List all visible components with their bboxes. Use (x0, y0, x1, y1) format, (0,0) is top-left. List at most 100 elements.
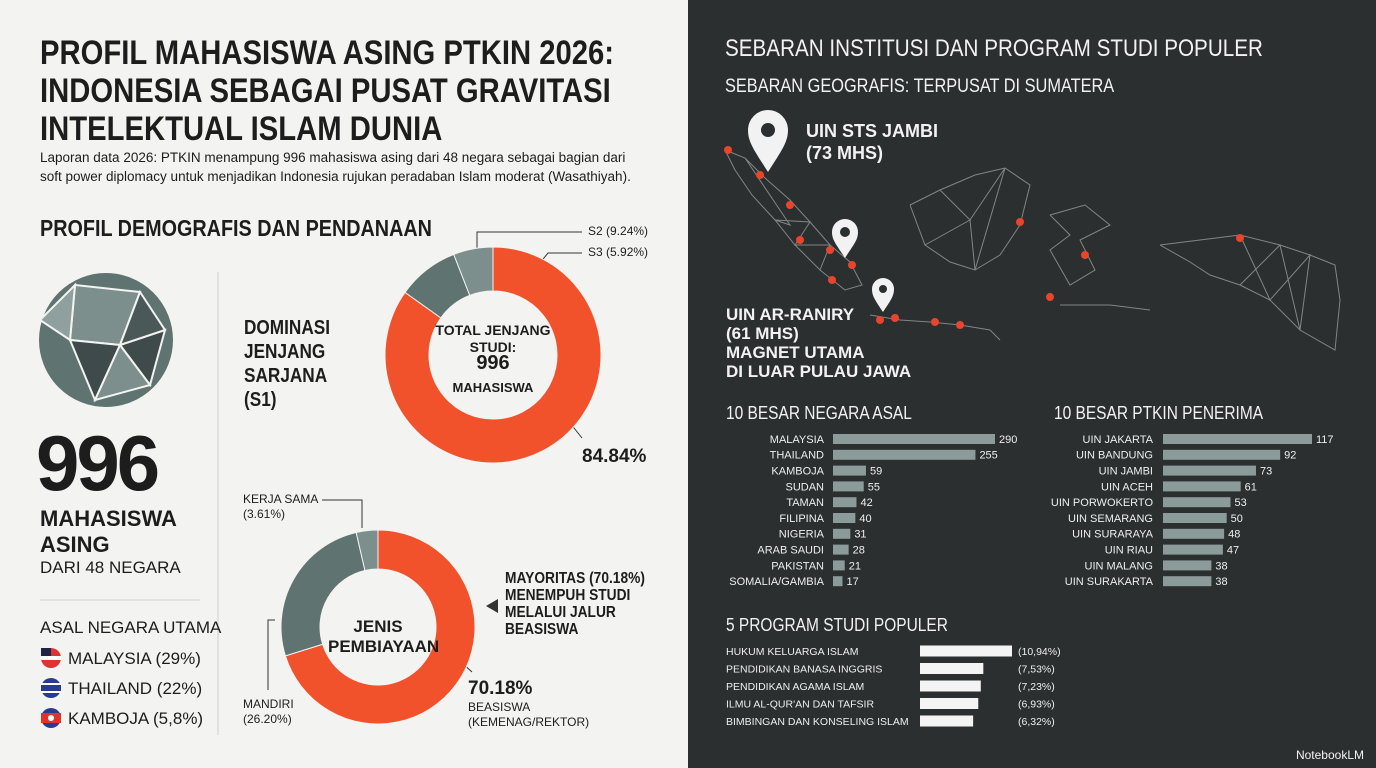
bar (833, 449, 976, 460)
bar-label: HUKUM KELUARGA ISLAM (726, 646, 858, 658)
value-label: 255 (979, 450, 997, 462)
bar (1163, 481, 1241, 492)
value-label: 42 (860, 497, 872, 509)
bar-label: UIN RIAU (1105, 545, 1153, 557)
bar-label: ARAB SAUDI (757, 545, 824, 557)
donut-center-text: MAHASISWA (452, 380, 534, 396)
bar-label: UIN PORWOKERTO (1051, 497, 1154, 509)
map-callout: UIN STS JAMBI (73 MHS) (806, 120, 938, 164)
donut-annotation: MAYORITAS (70.18%) MENEMPUH STUDI MELALU… (505, 570, 645, 638)
value-label: 53 (1234, 497, 1246, 509)
countries-note: DARI 48 NEGARA (40, 558, 181, 577)
bar (1163, 560, 1212, 571)
donut-label: MANDIRI (26.20%) (243, 697, 294, 726)
value-label: 28 (853, 545, 865, 557)
panel-heading: SEBARAN INSTITUSI DAN PROGRAM STUDI POPU… (725, 35, 1263, 62)
bar (1163, 513, 1227, 523)
globe-icon (37, 271, 175, 409)
origin-item: KAMBOJA (5,8%) (68, 709, 204, 728)
bar-label: SOMALIA/GAMBIA (729, 576, 824, 588)
bar (833, 481, 864, 492)
bar-label: KAMBOJA (771, 466, 824, 478)
bar (920, 698, 979, 709)
bar-label: UIN SURARAYA (1072, 529, 1154, 541)
bar-label: NIGERIA (779, 529, 825, 541)
map (724, 149, 1341, 351)
description: Laporan data 2026: PTKIN menampung 996 m… (40, 150, 631, 184)
value-label: 50 (1231, 513, 1243, 525)
donut-annotation: DOMINASI JENJANG SARJANA (S1) (244, 317, 330, 411)
bar-label: MALAYSIA (770, 434, 825, 446)
map-dots (724, 146, 1244, 329)
bar (833, 465, 866, 476)
bar (920, 663, 984, 674)
value-label: 117 (1316, 434, 1334, 446)
donut-segment (284, 529, 476, 725)
title-line: INTELEKTUAL ISLAM DUNIA (40, 110, 443, 148)
arrow (486, 599, 498, 613)
total-number: 996 (36, 419, 160, 507)
title-line: INDONESIA SEBAGAI PUSAT GRAVITASI (40, 72, 611, 110)
bar (833, 434, 995, 444)
bar (1163, 497, 1231, 508)
value-label: (10,94%) (1018, 646, 1061, 658)
bar (1163, 528, 1225, 539)
bar (833, 513, 856, 523)
value-label: 40 (859, 513, 871, 525)
callout-line: DI LUAR PULAU JAWA (726, 362, 912, 381)
bar (1163, 449, 1281, 460)
donut-label: S2 (9.24%) (588, 224, 649, 238)
bar (1163, 434, 1312, 444)
value-label: (7,23%) (1018, 681, 1055, 693)
bar-label: ILMU AL-QUR'AN DAN TAFSIR (726, 698, 874, 710)
value-label: (6,93%) (1018, 698, 1055, 710)
callout-line: (73 MHS) (806, 143, 884, 163)
bar-label: PAKISTAN (771, 560, 824, 572)
bar-label: FILIPINA (779, 513, 824, 525)
bar-label: UIN JAKARTA (1083, 434, 1154, 446)
value-label: 47 (1227, 545, 1239, 557)
value-label: 61 (1245, 481, 1257, 493)
bar (833, 544, 849, 555)
dark-panel (688, 0, 1376, 768)
value-label: 59 (870, 466, 882, 478)
callout-line: (61 MHS) (726, 324, 799, 343)
bar (833, 528, 851, 539)
bar (920, 645, 1012, 657)
bar-label: PENDIDIKAN AGAMA ISLAM (726, 681, 864, 693)
bar-label: UIN JAMBI (1099, 466, 1153, 478)
title: PROFIL MAHASISWA ASING PTKIN 2026: INDON… (40, 34, 614, 148)
bar-label: UIN ACEH (1101, 481, 1153, 493)
chart-title: 5 PROGRAM STUDI POPULER (726, 615, 948, 635)
bar (833, 560, 845, 571)
bar (920, 680, 981, 692)
footer-brand: NotebookLM (1295, 748, 1364, 762)
value-label: 55 (868, 481, 880, 493)
donut-segment (453, 246, 494, 297)
origin-item: MALAYSIA (29%) (68, 649, 201, 668)
bar (920, 715, 974, 727)
value-label: (7,53%) (1018, 663, 1055, 675)
donut-segment (355, 529, 379, 572)
donut-label: S3 (5.92%) (588, 245, 649, 259)
donut-label: KERJA SAMA (3.61%) (243, 492, 318, 521)
value-label: 73 (1260, 466, 1272, 478)
bar-label: PENDIDIKAN BANASA INGGRIS (726, 663, 882, 675)
bar (1163, 576, 1212, 587)
map-pins (748, 110, 894, 312)
value-label: 290 (999, 434, 1017, 446)
value-label: 38 (1215, 576, 1227, 588)
bar-label: UIN BANDUNG (1076, 450, 1153, 462)
bar-label: THAILAND (770, 450, 824, 462)
map-heading: SEBARAN GEOGRAFIS: TERPUSAT DI SUMATERA (725, 76, 1115, 97)
bar (833, 576, 843, 587)
value-label: 31 (854, 529, 866, 541)
map-callout: UIN AR-RANIRY (61 MHS) MAGNET UTAMA DI L… (726, 305, 911, 381)
donut-segment (384, 246, 602, 464)
flag-icons (41, 648, 61, 728)
donut-sublabel: BEASISWA (KEMENAG/REKTOR) (468, 700, 590, 729)
chart-title: 10 BESAR NEGARA ASAL (726, 403, 912, 423)
bar-label: BIMBINGAN DAN KONSELING ISLAM (726, 716, 909, 728)
value-label: (6,32%) (1018, 716, 1055, 728)
